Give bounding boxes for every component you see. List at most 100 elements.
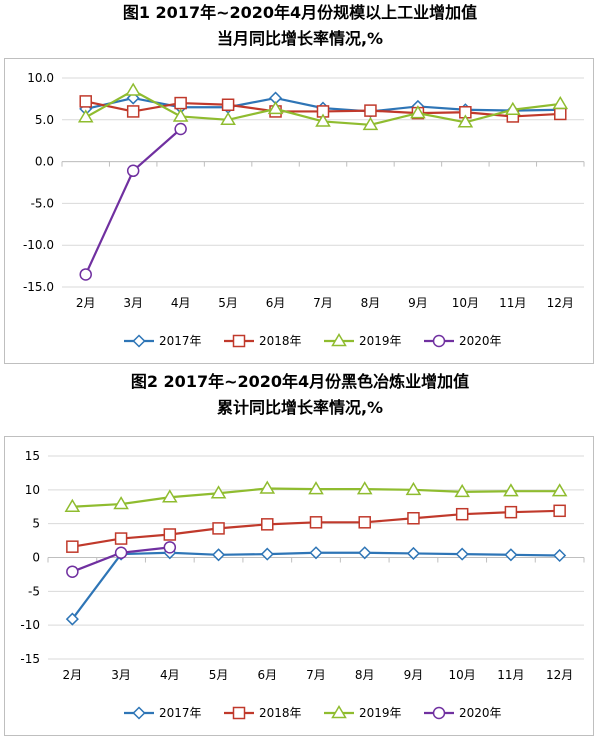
chart1-title-line2: 当月同比增长率情况,% — [216, 29, 384, 48]
chart1-xtick-label: 9月 — [408, 296, 428, 310]
chart1-series-3 — [79, 122, 187, 281]
chart2-data-point — [163, 528, 177, 541]
chart2-data-point — [308, 481, 324, 495]
chart1-legend-marker — [232, 334, 246, 348]
chart2-frame — [4, 436, 594, 736]
chart2-title: 图2 2017年~2020年4月份黑色冶炼业增加值 累计同比增长率情况,% — [0, 369, 600, 421]
chart2-ytick-label: 0 — [32, 551, 40, 565]
chart1-legend-marker — [331, 333, 347, 347]
chart1-xtick-label: 10月 — [452, 296, 479, 310]
chart2-data-point — [309, 546, 323, 560]
chart2-data-point — [358, 516, 371, 529]
chart1-data-point — [79, 95, 92, 108]
chart1-series-2 — [77, 82, 569, 131]
chart2-data-point — [163, 541, 177, 554]
chart1-data-point — [457, 114, 474, 128]
chart1-xtick-label: 3月 — [123, 296, 143, 310]
chart1-legend-marker — [132, 334, 146, 348]
chart2-legend-label: 2017年 — [159, 706, 202, 720]
chart2-xtick-label: 11月 — [497, 668, 524, 682]
chart1-xtick-label: 7月 — [313, 296, 333, 310]
chart2-data-point — [407, 512, 420, 525]
chart2-legend-marker — [232, 706, 246, 720]
chart1-legend-label: 2017年 — [159, 334, 202, 348]
chart1-xtick-label: 2月 — [76, 296, 96, 310]
chart1-title: 图1 2017年~2020年4月份规模以上工业增加值 当月同比增长率情况,% — [0, 0, 600, 52]
chart2-data-point — [503, 483, 519, 497]
chart1-ytick-label: 0.0 — [35, 155, 54, 169]
chart1-legend-label: 2019年 — [359, 334, 402, 348]
chart2-data-point — [455, 547, 469, 561]
chart2-legend-marker — [132, 706, 146, 720]
chart1-data-point — [79, 268, 92, 281]
chart1-data-point — [125, 82, 141, 96]
chart2-data-point — [358, 546, 372, 560]
chart1-data-point — [554, 107, 567, 121]
chart2-data-point — [210, 485, 227, 499]
chart2-data-point — [261, 518, 274, 531]
chart1-data-point — [172, 108, 189, 122]
chart2-xtick-label: 5月 — [209, 668, 229, 682]
chart2-ytick-label: -10 — [20, 618, 40, 632]
chart1-data-point — [267, 100, 284, 115]
chart2-data-point — [260, 547, 274, 561]
chart2-data-point — [114, 546, 128, 560]
chart1-xtick-label: 11月 — [499, 296, 526, 310]
chart1-ytick-label: -10.0 — [23, 238, 54, 252]
chart1-data-point — [126, 164, 140, 178]
chart2-data-point — [66, 540, 79, 553]
chart2-data-point — [504, 505, 518, 519]
chart1-data-point — [221, 98, 235, 112]
chart1-xtick-label: 5月 — [218, 296, 238, 310]
chart1-xtick-label: 6月 — [266, 296, 286, 310]
chart2-legend-marker — [432, 706, 446, 720]
chart2-data-point — [65, 612, 79, 626]
chart2-data-point — [455, 507, 469, 521]
chart2-legend-marker — [331, 705, 347, 719]
chart1-data-point — [362, 116, 379, 131]
chart1-data-point — [220, 111, 236, 126]
chart2-series-1 — [66, 504, 566, 553]
chart2-ytick-label: -5 — [28, 584, 40, 598]
chart2-series-3 — [66, 541, 177, 578]
chart2-data-point — [64, 498, 81, 512]
chart1-ytick-label: -5.0 — [31, 196, 54, 210]
chart1-ytick-label: 5.0 — [35, 113, 54, 127]
chart1-data-point — [364, 104, 377, 117]
chart1-title-line1: 图1 2017年~2020年4月份规模以上工业增加值 — [122, 3, 478, 22]
chart2-data-point — [309, 516, 323, 529]
chart2-panel: 15 10 5 0 -5 -10 -15 2月 3月 4月 5月 6月 7月 8月 9月 10月 11月 12月 2… — [4, 436, 594, 736]
chart2-legend: 2017年 2018年 2019年 2020年 — [124, 705, 502, 720]
chart2-ytick-label: -15 — [20, 652, 40, 666]
chart2-xtick-label: 12月 — [546, 668, 573, 682]
chart2-data-point — [113, 496, 129, 510]
chart1-data-point — [505, 101, 521, 116]
chart2-legend-label: 2019年 — [359, 706, 402, 720]
chart2-data-point — [405, 481, 422, 496]
chart2-svg: 15 10 5 0 -5 -10 -15 2月 3月 4月 5月 6月 7月 8月 9月 10月 11月 12月 2… — [4, 436, 594, 736]
chart1-legend-label: 2020年 — [459, 334, 502, 348]
chart2-xtick-label: 7月 — [306, 668, 326, 682]
chart2-data-point — [66, 565, 79, 578]
chart1-ytick-label: 10.0 — [27, 71, 54, 85]
chart2-data-point — [211, 548, 226, 562]
chart2-xtick-label: 8月 — [355, 668, 375, 682]
chart1-frame — [4, 58, 594, 364]
chart2-series-2 — [64, 480, 568, 512]
chart2-data-point — [551, 483, 568, 497]
chart2-data-point — [504, 548, 518, 562]
chart1-legend-marker — [432, 334, 446, 348]
chart1-data-point — [174, 96, 187, 110]
chart1-xtick-label: 4月 — [171, 296, 191, 310]
chart1-xtick-label: 12月 — [547, 296, 574, 310]
chart1-svg: 10.0 5.0 0.0 -5.0 -10.0 -15.0 2月 3月 4月 5月 6月 7月 8月 9月… — [4, 58, 594, 364]
chart2-xtick-label: 3月 — [111, 668, 131, 682]
chart1-data-point — [77, 109, 94, 123]
chart2-title-line2: 累计同比增长率情况,% — [216, 398, 384, 417]
chart2-legend-label: 2018年 — [259, 706, 302, 720]
chart2-xtick-label: 4月 — [160, 668, 180, 682]
chart2-ytick-label: 15 — [25, 449, 40, 463]
chart1-xtick-label: 8月 — [361, 296, 381, 310]
chart2-data-point — [212, 522, 225, 535]
chart1-legend: 2017年 2018年 2019年 2020年 — [124, 333, 502, 348]
